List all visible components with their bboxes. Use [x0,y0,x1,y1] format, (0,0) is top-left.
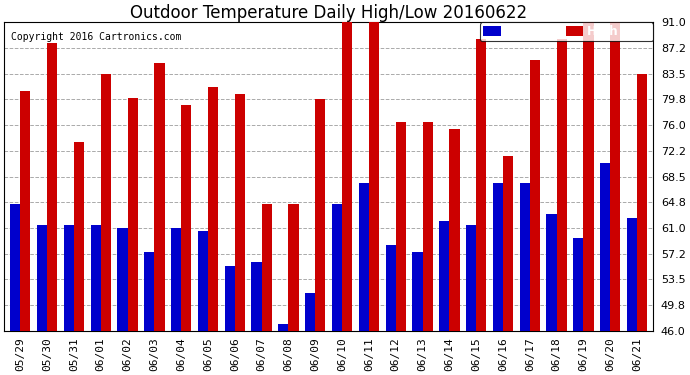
Bar [171,228,181,375]
Bar [520,183,530,375]
Bar [627,218,637,375]
Bar [315,99,326,375]
Text: Copyright 2016 Cartronics.com: Copyright 2016 Cartronics.com [10,32,181,42]
Bar [584,22,593,375]
Title: Outdoor Temperature Daily High/Low 20160622: Outdoor Temperature Daily High/Low 20160… [130,4,527,22]
Bar [10,204,20,375]
Bar [637,74,647,375]
Bar [278,324,288,375]
Bar [235,94,245,375]
Bar [610,22,620,375]
Bar [208,87,218,375]
Bar [396,122,406,375]
Bar [422,122,433,375]
Bar [600,163,610,375]
Bar [449,129,460,375]
Bar [530,60,540,375]
Bar [413,252,422,375]
Bar [546,214,557,375]
Bar [198,231,208,375]
Bar [386,245,396,375]
Bar [369,22,379,375]
Legend: Low  (°F), High  (°F): Low (°F), High (°F) [480,22,653,41]
Bar [476,39,486,375]
Bar [305,293,315,375]
Bar [117,228,128,375]
Bar [493,183,503,375]
Bar [557,39,567,375]
Bar [181,105,191,375]
Bar [573,238,584,375]
Bar [262,204,272,375]
Bar [332,204,342,375]
Bar [37,225,47,375]
Bar [251,262,262,375]
Bar [144,252,155,375]
Bar [155,63,164,375]
Bar [47,43,57,375]
Bar [63,225,74,375]
Bar [101,74,111,375]
Bar [20,91,30,375]
Bar [74,142,84,375]
Bar [466,225,476,375]
Bar [225,266,235,375]
Bar [503,156,513,375]
Bar [128,98,138,375]
Bar [90,225,101,375]
Bar [439,221,449,375]
Bar [342,22,353,375]
Bar [288,204,299,375]
Bar [359,183,369,375]
